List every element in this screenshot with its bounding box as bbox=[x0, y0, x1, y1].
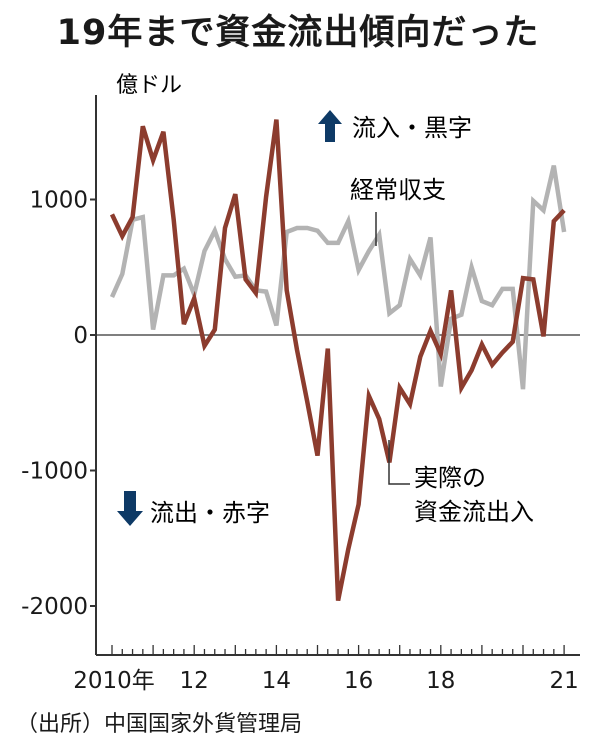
inflow-surplus-label: 流入・黒字 bbox=[352, 114, 472, 142]
y-tick-label: 0 bbox=[73, 323, 88, 349]
x-tick-label: 21 bbox=[549, 668, 578, 694]
x-tick-label: 12 bbox=[180, 668, 209, 694]
capital-flow-leader bbox=[388, 440, 410, 485]
outflow-deficit-label: 流出・赤字 bbox=[150, 499, 270, 527]
source-note: （出所）中国国家外貨管理局 bbox=[16, 712, 303, 737]
up-arrow-icon bbox=[318, 110, 342, 142]
down-arrow-icon bbox=[117, 491, 143, 526]
y-tick-label: 1000 bbox=[29, 188, 88, 214]
capital-flow-label-line2: 資金流出入 bbox=[414, 498, 534, 526]
x-tick-label: 2010年 bbox=[73, 668, 155, 694]
capital-flow-label-line1: 実際の bbox=[414, 464, 486, 492]
x-tick-label: 16 bbox=[344, 668, 373, 694]
y-tick-label: -1000 bbox=[21, 459, 88, 485]
series-capital-flow-line bbox=[109, 119, 566, 602]
current-account-label: 経常収支 bbox=[350, 176, 446, 204]
x-tick-label: 18 bbox=[426, 668, 455, 694]
chart-title: 19年まで資金流出傾向だった bbox=[56, 13, 540, 53]
y-tick-label: -2000 bbox=[21, 594, 88, 620]
x-tick-label: 14 bbox=[262, 668, 291, 694]
series-current-account-line bbox=[109, 165, 567, 390]
unit-label: 億ドル bbox=[116, 73, 182, 98]
